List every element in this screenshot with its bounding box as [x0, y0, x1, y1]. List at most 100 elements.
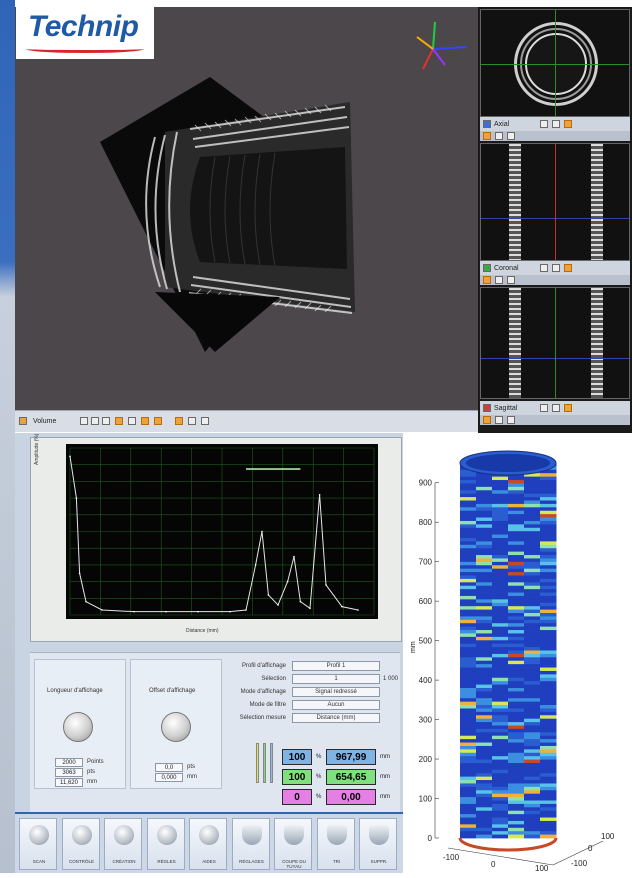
cube-icon[interactable] [115, 417, 123, 425]
heatmap-cell [460, 657, 477, 662]
offset-field-1[interactable]: 0,0 [155, 763, 183, 772]
arrows-icon[interactable] [507, 416, 515, 424]
heatmap-cell [476, 595, 493, 600]
dropdown-select[interactable]: Profil 1 [292, 661, 380, 671]
lock-icon[interactable] [552, 120, 560, 128]
heatmap-cell [492, 510, 509, 515]
module-button[interactable]: CRÉATION [104, 818, 142, 870]
heatmap-cell [524, 565, 541, 570]
sagittal-view[interactable] [480, 287, 630, 399]
gain-field-2[interactable]: 3063 [55, 768, 83, 777]
window-icon[interactable] [564, 264, 572, 272]
heatmap-cell [508, 476, 525, 481]
ruler-icon[interactable] [128, 417, 136, 425]
save-icon[interactable] [188, 417, 196, 425]
heatmap-cell [508, 766, 525, 771]
module-button[interactable]: RÉGLES [146, 818, 185, 870]
dropdown-select[interactable]: Signal redressé [292, 687, 380, 697]
heatmap-cell [476, 480, 493, 484]
hand-icon[interactable] [102, 417, 110, 425]
module-button[interactable]: SUPPR. [359, 818, 397, 870]
gain-field-1[interactable]: 2000 [55, 758, 83, 767]
axial-view[interactable] [480, 9, 630, 117]
arrows-icon[interactable] [495, 416, 503, 424]
dropdown-label: Sélection mesure [239, 715, 286, 721]
dropdown-select[interactable]: Distance (mm) [292, 713, 380, 723]
window-icon[interactable] [483, 132, 491, 140]
heatmap-cell [476, 578, 493, 583]
signal-point [286, 580, 289, 583]
dropdown-row: Sélection mesure Distance (mm) [226, 713, 386, 725]
heatmap-cell [540, 800, 557, 805]
module-button[interactable]: SCAN [19, 818, 57, 870]
gear-icon [71, 825, 92, 845]
lock-icon[interactable] [552, 404, 560, 412]
heatmap-cell [460, 681, 477, 685]
arrows-icon[interactable] [507, 132, 515, 140]
lock-icon[interactable] [552, 264, 560, 272]
volume-3d-view[interactable] [15, 7, 478, 410]
grid-icon[interactable] [540, 264, 548, 272]
heatmap-cell [492, 572, 509, 576]
heatmap-cell [476, 722, 493, 726]
window-icon[interactable] [141, 417, 149, 425]
offset-knob[interactable] [161, 712, 191, 742]
heatmap-cell [476, 776, 493, 781]
heatmap-cell [492, 688, 509, 692]
heatmap-cell [508, 647, 525, 651]
gain-field-3[interactable]: 11,620 [55, 778, 83, 787]
module-button[interactable]: AIDES [189, 818, 227, 870]
grid-icon[interactable] [540, 120, 548, 128]
heatmap-cell [508, 684, 525, 689]
dropdown-select[interactable]: 1 [292, 674, 380, 684]
heatmap-cell [492, 514, 509, 518]
window-icon[interactable] [564, 120, 572, 128]
heatmap-cell [492, 790, 509, 795]
window-icon[interactable] [564, 404, 572, 412]
module-button[interactable]: CONTRÔLE [61, 818, 100, 870]
heatmap-cell [476, 657, 493, 662]
signal-point [299, 600, 302, 603]
signal-plot[interactable] [66, 444, 378, 619]
heatmap-cell [508, 575, 525, 580]
heatmap-cell [476, 701, 493, 706]
gear-icon [29, 825, 49, 845]
heatmap-cell [492, 708, 509, 713]
heatmap-cell [508, 756, 525, 760]
heatmap-cell [460, 817, 477, 822]
heatmap-cell [460, 664, 477, 668]
heatmap-cell [524, 688, 541, 692]
heatmap-cell [540, 827, 557, 832]
offset-field-2[interactable]: 0,000 [155, 773, 183, 782]
heatmap-cell [492, 551, 509, 556]
heatmap-cell [508, 664, 525, 668]
heatmap-cell [492, 834, 509, 839]
cylinder-heatmap[interactable]: 0 100 200 300 400 500 600 700 800 900 mm -100 0 100 -1… [403, 433, 632, 873]
heatmap-cell [524, 769, 541, 774]
arrows-icon[interactable] [495, 276, 503, 284]
grid-icon[interactable] [80, 417, 88, 425]
heatmap-cell [540, 701, 557, 706]
lock-icon[interactable] [91, 417, 99, 425]
gain-knob[interactable] [63, 712, 93, 742]
copy-icon[interactable] [201, 417, 209, 425]
dropdown-select[interactable]: Aucun [292, 700, 380, 710]
signal-point [277, 604, 279, 606]
heatmap-cell [540, 742, 557, 747]
heatmap-cell [460, 660, 477, 665]
coronal-view[interactable] [480, 143, 630, 261]
arrows-icon[interactable] [495, 132, 503, 140]
heatmap-cell [492, 718, 509, 723]
module-button[interactable]: RÉGLAGES [231, 818, 270, 870]
folder-icon[interactable] [175, 417, 183, 425]
window-icon[interactable] [483, 416, 491, 424]
module-button[interactable]: TRI [316, 818, 355, 870]
window-icon[interactable] [483, 276, 491, 284]
window-icon[interactable] [154, 417, 162, 425]
axial-subbar [480, 131, 630, 141]
arrows-icon[interactable] [507, 276, 515, 284]
grid-icon[interactable] [540, 404, 548, 412]
heatmap-cell [492, 517, 509, 522]
module-button[interactable]: COUPE DU TUYAU [274, 818, 312, 870]
heatmap-cell [508, 763, 525, 767]
